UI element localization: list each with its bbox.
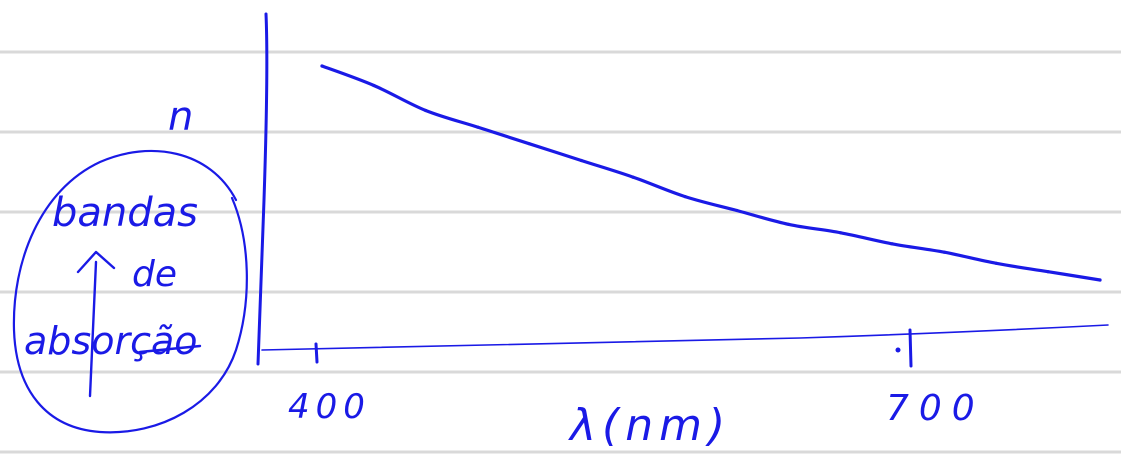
y-axis-label: n — [168, 94, 193, 140]
data-point — [1098, 278, 1102, 282]
data-point — [890, 242, 895, 246]
data-point — [372, 83, 376, 88]
x-axis-label: λ(nm) — [568, 400, 731, 451]
data-point — [1046, 270, 1050, 274]
data-point — [320, 64, 324, 68]
y-axis — [256, 12, 269, 366]
note-line-absorcao: absorção — [24, 319, 198, 363]
note-arrow-up — [76, 250, 116, 398]
x-tick-label: 700 — [886, 388, 985, 429]
data-points — [320, 64, 1102, 282]
data-point — [942, 250, 947, 254]
data-point — [735, 208, 739, 213]
x-axis — [261, 324, 1109, 351]
x-tick-400 — [314, 342, 319, 364]
note-line-bandas: bandas — [52, 190, 198, 236]
note-line-de: de — [132, 254, 177, 295]
x-tick-700 — [908, 328, 913, 368]
data-point — [527, 142, 532, 146]
data-point — [579, 158, 583, 163]
note-circle — [12, 149, 248, 434]
x-tick-700-dot — [895, 347, 901, 353]
data-point — [683, 195, 687, 199]
ruled-lines — [0, 50, 1121, 454]
note-underline — [138, 344, 202, 354]
data-series-line — [320, 64, 1102, 282]
absorption-note: bandas de absorção — [12, 149, 248, 434]
data-point — [476, 125, 480, 129]
data-point — [424, 108, 428, 113]
x-tick-label: 400 — [288, 387, 371, 427]
data-point — [994, 261, 998, 265]
data-point — [787, 222, 791, 226]
data-point — [631, 175, 635, 179]
data-point — [839, 231, 843, 235]
